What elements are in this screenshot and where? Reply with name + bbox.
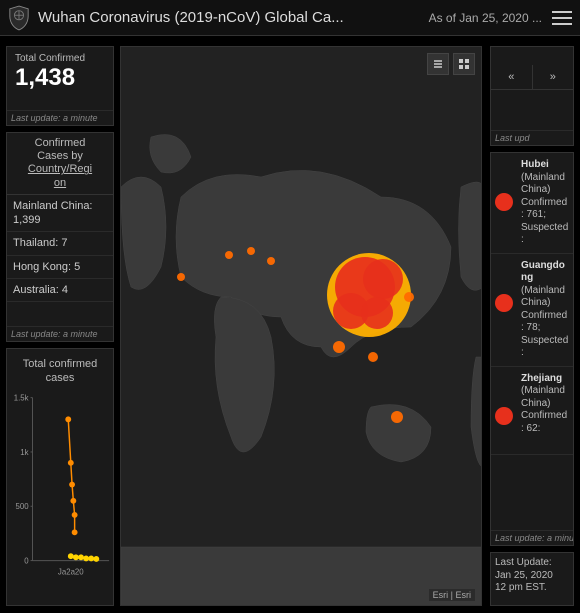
map-hotspot[interactable] — [363, 259, 403, 299]
countries-title-l3: Country/Regi — [28, 163, 92, 175]
chart-ytick: 500 — [15, 502, 29, 511]
country-row[interactable]: Australia: 4 — [7, 279, 113, 302]
countries-panel: Confirmed Cases by Country/Regi on Mainl… — [6, 132, 114, 342]
tab-next[interactable]: » — [533, 65, 574, 89]
header: Wuhan Coronavirus (2019-nCoV) Global Ca.… — [0, 0, 580, 36]
map-hotspot[interactable] — [368, 352, 378, 362]
chart-ytick: 1.5k — [14, 393, 29, 402]
menu-icon[interactable] — [552, 11, 572, 25]
map-panel[interactable]: Esri | Esri — [120, 46, 482, 606]
map-hotspot[interactable] — [361, 297, 393, 329]
map-attribution: Esri | Esri — [429, 589, 475, 601]
detail-dot-icon — [495, 193, 513, 211]
map-list-button[interactable] — [427, 53, 449, 75]
chart-marker — [72, 529, 78, 535]
chart-marker — [93, 556, 99, 562]
country-count: 1,399 — [13, 214, 41, 226]
countries-header: Confirmed Cases by Country/Regi on — [7, 133, 113, 195]
detail-dot-icon — [495, 407, 513, 425]
detail-text: Zhejiang(Mainland China)Confirmed: 62: — [521, 373, 569, 436]
map-hotspot[interactable] — [333, 341, 345, 353]
chart-marker — [68, 459, 74, 465]
total-confirmed-panel: Total Confirmed 1,438 Last update: a min… — [6, 46, 114, 126]
last-update-panel: Last Update: Jan 25, 2020 12 pm EST. — [490, 552, 574, 606]
chart-title: Total confirmed cases — [7, 349, 113, 390]
map-hotspot[interactable] — [404, 292, 414, 302]
details-panel: Hubei(Mainland China)Confirmed: 761;Susp… — [490, 152, 574, 546]
chart-ytick: 0 — [24, 556, 29, 565]
dashboard-grid: Total Confirmed 1,438 Last update: a min… — [0, 36, 580, 613]
map-hotspot[interactable] — [391, 411, 403, 423]
detail-item[interactable]: Guangdong(Mainland China)Confirmed: 78;S… — [491, 254, 573, 367]
map-hotspot[interactable] — [177, 273, 185, 281]
last-update-date: Jan 25, 2020 — [495, 570, 553, 581]
as-of-text: As of Jan 25, 2020 ... — [429, 11, 542, 25]
chart-svg: 1.5k 1k 500 0 Ja2a20 — [7, 390, 113, 580]
countries-last-update: Last update: a minute — [7, 326, 113, 341]
country-name: Hong Kong: — [13, 261, 71, 273]
total-confirmed-label: Total Confirmed — [7, 47, 113, 64]
countries-title-l2: Cases by — [37, 150, 83, 162]
shield-icon — [8, 5, 30, 31]
tab-row: « » — [491, 65, 573, 90]
last-update-time: 12 pm EST. — [495, 582, 547, 593]
chart-marker — [65, 416, 71, 422]
detail-item[interactable]: Hubei(Mainland China)Confirmed: 761;Susp… — [491, 153, 573, 254]
country-count: 7 — [61, 237, 67, 249]
right-tabs-panel: « » Last upd — [490, 46, 574, 146]
country-row[interactable]: Hong Kong: 5 — [7, 256, 113, 279]
country-count: 5 — [74, 261, 80, 273]
map-hotspot[interactable] — [267, 257, 275, 265]
map-hotspot[interactable] — [225, 251, 233, 259]
country-name: Australia: — [13, 284, 59, 296]
country-row[interactable]: Thailand: 7 — [7, 232, 113, 255]
country-name: Thailand: — [13, 237, 58, 249]
country-row[interactable]: Mainland China: 1,399 — [7, 195, 113, 233]
chart-marker — [78, 554, 84, 560]
chart-marker — [83, 555, 89, 561]
countries-title-l1: Confirmed — [35, 137, 86, 149]
map-hotspot[interactable] — [247, 247, 255, 255]
detail-item[interactable]: Zhejiang(Mainland China)Confirmed: 62: — [491, 367, 573, 455]
chart-marker — [69, 481, 75, 487]
chart-marker — [73, 554, 79, 560]
page-title: Wuhan Coronavirus (2019-nCoV) Global Ca.… — [38, 9, 421, 26]
tabs-last-update: Last upd — [491, 130, 573, 145]
total-confirmed-value: 1,438 — [7, 64, 113, 98]
chart-marker — [72, 512, 78, 518]
chart-marker — [70, 497, 76, 503]
countries-title-l4: on — [54, 177, 66, 189]
last-update-title: Last Update: — [495, 557, 552, 568]
country-name: Mainland China: — [13, 200, 93, 212]
chart-xlabel: Ja2a20 — [58, 567, 84, 576]
map-svg[interactable] — [121, 47, 482, 606]
map-controls — [427, 53, 475, 75]
chart-marker — [88, 555, 94, 561]
tab-prev[interactable]: « — [491, 65, 533, 89]
details-last-update: Last update: a minute — [491, 530, 573, 545]
country-count: 4 — [62, 284, 68, 296]
chart-ytick: 1k — [20, 447, 28, 456]
detail-dot-icon — [495, 294, 513, 312]
chart-panel: Total confirmed cases 1.5k 1k 500 0 Ja2a20 — [6, 348, 114, 606]
detail-text: Hubei(Mainland China)Confirmed: 761;Susp… — [521, 159, 569, 247]
total-last-update: Last update: a minute — [7, 110, 113, 125]
detail-text: Guangdong(Mainland China)Confirmed: 78;S… — [521, 260, 569, 360]
map-grid-button[interactable] — [453, 53, 475, 75]
chart-marker — [68, 553, 74, 559]
